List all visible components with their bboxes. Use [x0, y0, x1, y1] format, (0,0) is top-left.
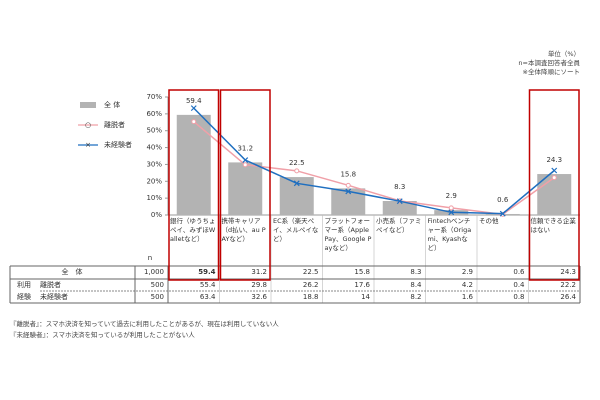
table-cell: 0.4 — [513, 281, 525, 289]
data-label: 59.4 — [186, 97, 202, 105]
table-cell: 0.8 — [513, 293, 524, 301]
table-cell: 18.8 — [303, 293, 319, 301]
table-cell: 4.2 — [462, 281, 473, 289]
x-tick-label: 銀行（ゆうちょペイ、みずほWalletなど） — [170, 217, 216, 243]
table-cell: 2.9 — [462, 268, 473, 276]
legend-swatch — [80, 102, 96, 108]
note: n=本調査回答者全員 — [518, 59, 580, 67]
table-cell: 14 — [361, 293, 370, 301]
marker — [242, 157, 249, 163]
table-cell: 8.3 — [410, 268, 421, 276]
marker — [345, 182, 351, 188]
x-tick-label: Fintechベンチャー系（Origami、Kyashなど） — [427, 217, 472, 252]
table-cell: 31.2 — [251, 268, 267, 276]
data-label: 22.5 — [289, 159, 305, 167]
table-cell: 26.2 — [303, 281, 319, 289]
row-label: 未経験者 — [40, 292, 68, 301]
y-tick-label: 60% — [146, 110, 162, 118]
table-cell: 29.8 — [251, 281, 267, 289]
table-cell: 32.6 — [251, 293, 267, 301]
legend-label: 離脱者 — [104, 120, 125, 129]
bar — [228, 162, 263, 215]
table-cell: 63.4 — [200, 293, 216, 301]
table-cell: 22.2 — [560, 281, 576, 289]
marker — [242, 162, 248, 168]
footnote: 『未経験者』：スマホ決済を知っているが利用したことがない人 — [10, 331, 195, 339]
x-tick-label: 小売系（ファミペイなど） — [376, 217, 422, 234]
x-tick-label: 携帯キャリア（d払い、au PAYなど） — [221, 217, 266, 243]
footnote: 『離脱者』：スマホ決済を知っていて過去に利用したことがあるが、現在は利用していな… — [10, 320, 279, 328]
table-cell: 0.6 — [513, 268, 525, 276]
row-n: 500 — [151, 281, 164, 289]
legend-marker: × — [85, 141, 91, 149]
y-tick-label: 70% — [146, 93, 162, 101]
note: ※全体降順にソート — [522, 68, 580, 76]
table-cell: 22.5 — [303, 268, 319, 276]
bar — [176, 114, 211, 215]
marker — [448, 209, 455, 216]
legend-label: 未経験者 — [104, 140, 132, 149]
data-label: 2.9 — [446, 192, 457, 200]
bar — [331, 188, 366, 215]
marker — [551, 175, 557, 181]
marker — [190, 105, 197, 112]
y-tick-label: 30% — [146, 160, 162, 168]
marker — [551, 167, 558, 174]
table-cell: 24.3 — [560, 268, 576, 276]
y-tick-label: 10% — [146, 194, 162, 202]
legend-label: 全 体 — [104, 100, 120, 109]
data-label: 0.6 — [497, 196, 509, 204]
x-tick-label: プラットフォーマー系（Apple Pay、Google Payなど） — [324, 217, 372, 252]
y-tick-label: 20% — [146, 177, 162, 185]
data-label: 24.3 — [546, 156, 562, 164]
marker — [448, 205, 454, 211]
y-tick-label: 50% — [146, 127, 162, 135]
table-cell: 55.4 — [200, 281, 216, 289]
data-label: 8.3 — [394, 183, 405, 191]
table-cell: 15.8 — [354, 268, 370, 276]
row-n: 500 — [151, 293, 164, 301]
table-cell: 8.2 — [410, 293, 421, 301]
data-label: 15.8 — [340, 170, 356, 178]
n-header: n — [148, 254, 152, 262]
row-label: 離脱者 — [40, 280, 61, 289]
highlight-box — [219, 89, 271, 281]
table-cell: 17.6 — [354, 281, 370, 289]
table-cell: 26.4 — [560, 293, 576, 301]
group-label: 経験 — [17, 292, 31, 301]
row-n: 1,000 — [144, 268, 164, 276]
legend-marker: ○ — [85, 121, 91, 129]
table-cell: 59.4 — [198, 268, 215, 276]
marker — [294, 168, 300, 174]
note: 単位（%） — [547, 50, 580, 58]
marker — [345, 188, 352, 195]
marker — [396, 198, 403, 205]
line — [193, 107, 555, 215]
x-tick-label: その他 — [479, 217, 499, 225]
highlight-box — [528, 89, 580, 281]
bar — [382, 201, 417, 215]
marker — [293, 180, 300, 187]
y-tick-label: 40% — [146, 144, 162, 152]
marker — [191, 119, 197, 125]
table-cell: 1.6 — [462, 293, 474, 301]
group-label: 利用 — [17, 280, 31, 289]
row-label: 全 体 — [62, 267, 83, 276]
x-tick-label: EC系（楽天ペイ、メルペイなど） — [273, 217, 319, 243]
data-label: 31.2 — [237, 144, 253, 152]
x-tick-label: 信頼できる企業はない — [530, 217, 576, 234]
y-tick-label: 0% — [151, 211, 162, 219]
table-cell: 8.4 — [410, 281, 422, 289]
highlight-box — [168, 89, 220, 281]
marker — [499, 210, 506, 217]
